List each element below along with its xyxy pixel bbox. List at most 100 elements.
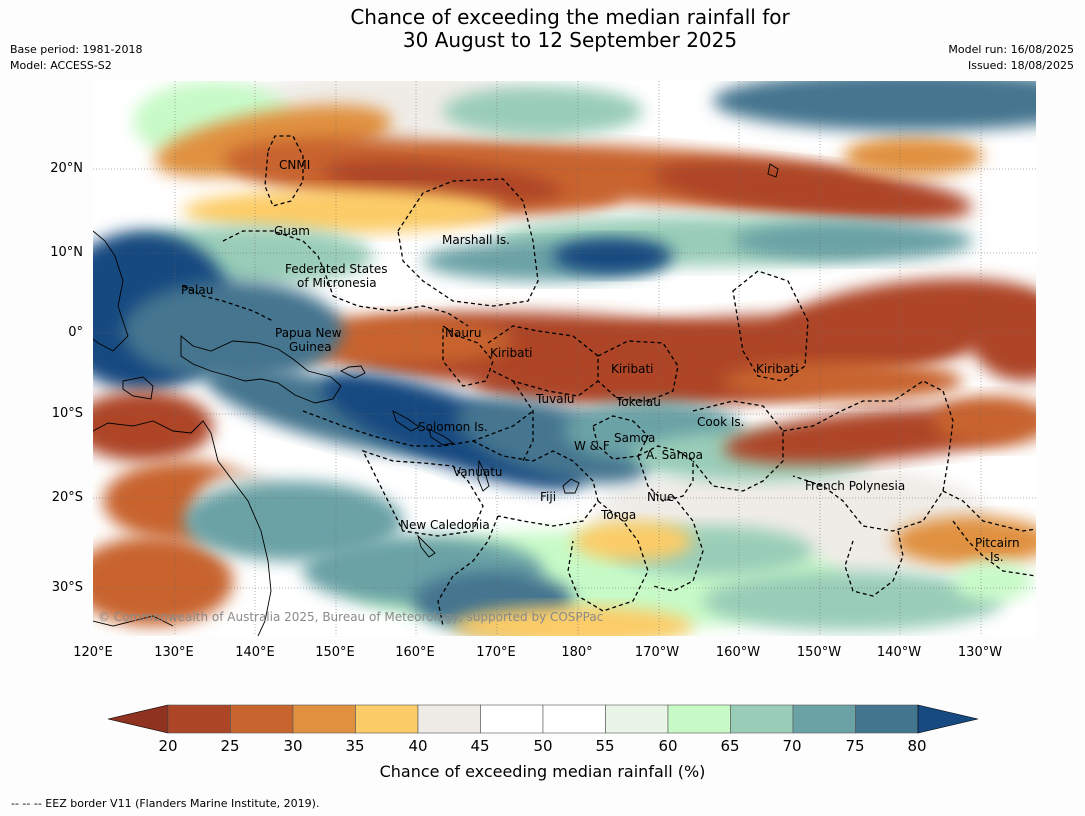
lat-tick-20n: 20°N: [50, 161, 83, 176]
map-graphic: [93, 81, 1036, 636]
colorbar-segment: [730, 704, 794, 734]
lon-tick-180: 180°: [561, 645, 593, 660]
place-wallis-futuna: W & F: [574, 439, 610, 453]
place-vanuatu: Vanuatu: [453, 465, 503, 479]
colorbar-segments: [107, 704, 979, 734]
lon-tick-130w: 130°W: [957, 645, 1003, 660]
colorbar-segment: [417, 704, 481, 734]
colorbar-tick-45: 45: [470, 737, 490, 755]
place-kiribati-central: Kiribati: [611, 362, 654, 376]
rainfall-field-patch: [733, 221, 973, 261]
title-line-2: 30 August to 12 September 2025: [402, 28, 738, 52]
colorbar-segment: [167, 704, 231, 734]
lat-tick-0: 0°: [68, 325, 83, 340]
place-tokelau: Tokelau: [616, 395, 661, 409]
rainfall-map: © Commonwealth of Australia 2025, Bureau…: [93, 81, 1036, 636]
lon-tick-160e: 160°E: [395, 645, 435, 660]
lat-tick-20s: 20°S: [51, 490, 83, 505]
place-french-polynesia: French Polynesia: [805, 479, 906, 493]
rainfall-field-patch: [93, 391, 213, 461]
lat-tick-10n: 10°N: [50, 245, 83, 260]
colorbar-tick-20: 20: [158, 737, 178, 755]
lon-tick-130e: 130°E: [154, 645, 194, 660]
place-tonga: Tonga: [601, 508, 637, 522]
rainfall-field-patch: [183, 481, 403, 561]
rainfall-field-patch: [953, 561, 1033, 601]
place-pitcairn-line2: Is.: [990, 550, 1004, 564]
colorbar-extend-low: [107, 704, 169, 734]
lon-tick-160w: 160°W: [715, 645, 761, 660]
eez-footnote: -- -- -- EEZ border V11 (Flanders Marine…: [11, 797, 320, 810]
place-fsm-line1: Federated States: [285, 262, 388, 276]
colorbar-tick-75: 75: [845, 737, 865, 755]
place-marshall-islands: Marshall Is.: [442, 233, 510, 247]
colorbar-tick-65: 65: [720, 737, 740, 755]
colorbar-tick-30: 30: [283, 737, 303, 755]
place-fsm-line2: of Micronesia: [297, 276, 377, 290]
colorbar-segment: [292, 704, 356, 734]
place-new-caledonia: New Caledonia: [400, 518, 490, 532]
colorbar-extend-high: [917, 704, 979, 734]
lat-tick-30s: 30°S: [51, 580, 83, 595]
place-pitcairn-line1: Pitcairn: [975, 536, 1020, 550]
place-cnmi: CNMI: [279, 158, 311, 172]
graticule: [93, 81, 1036, 636]
place-kiribati-west: Kiribati: [490, 346, 533, 360]
meta-right: Model run: 16/08/2025 Issued: 18/08/2025: [948, 42, 1074, 74]
place-solomon-islands: Solomon Is.: [418, 420, 488, 434]
colorbar-tick-60: 60: [658, 737, 678, 755]
lon-tick-140e: 140°E: [235, 645, 275, 660]
chart-title: Chance of exceeding the median rainfall …: [0, 6, 1085, 52]
lon-tick-170e: 170°E: [476, 645, 516, 660]
colorbar: [100, 700, 990, 750]
rainfall-field-patch: [843, 136, 983, 176]
place-guam: Guam: [274, 224, 310, 238]
place-samoa: Samoa: [614, 431, 656, 445]
rainfall-field-patch: [93, 536, 233, 626]
colorbar-graphic: [107, 704, 979, 734]
colorbar-tick-35: 35: [345, 737, 365, 755]
lat-tick-10s: 10°S: [51, 406, 83, 421]
place-cook-islands: Cook Is.: [697, 415, 745, 429]
eez-borders: [182, 135, 1036, 627]
rainfall-field-patch: [723, 361, 963, 401]
rainfall-field-patch: [553, 238, 673, 274]
colorbar-segment: [855, 704, 919, 734]
copyright-notice: © Commonwealth of Australia 2025, Bureau…: [98, 610, 604, 624]
issued-date: Issued: 18/08/2025: [967, 59, 1074, 72]
place-png-line2: Guinea: [289, 340, 332, 354]
coastlines: [93, 163, 779, 636]
place-american-samoa: A. Samoa: [646, 448, 703, 462]
place-nauru: Nauru: [445, 326, 482, 340]
rainfall-field-patch: [893, 516, 1036, 566]
place-png-line1: Papua New: [275, 326, 342, 340]
colorbar-segment: [480, 704, 544, 734]
colorbar-tick-40: 40: [408, 737, 428, 755]
colorbar-tick-50: 50: [533, 737, 553, 755]
rainfall-field-patch: [473, 356, 833, 406]
rainfall-field: [93, 81, 1036, 636]
colorbar-tick-80: 80: [907, 737, 927, 755]
lon-tick-120e: 120°E: [73, 645, 113, 660]
place-tuvalu: Tuvalu: [536, 392, 575, 406]
rainfall-field-patch: [703, 571, 1003, 631]
rainfall-field-patch: [453, 606, 693, 636]
colorbar-label: Chance of exceeding median rainfall (%): [379, 762, 706, 781]
colorbar-segment: [605, 704, 669, 734]
rainfall-field-patch: [443, 86, 643, 136]
rainfall-field-patch: [973, 301, 1036, 381]
model-run: Model run: 16/08/2025: [948, 43, 1074, 56]
place-fiji: Fiji: [540, 490, 557, 504]
rainfall-field-patch: [573, 521, 693, 561]
lon-tick-150e: 150°E: [315, 645, 355, 660]
colorbar-segment: [792, 704, 856, 734]
lon-tick-140w: 140°W: [876, 645, 922, 660]
lon-tick-170w: 170°W: [634, 645, 680, 660]
colorbar-tick-25: 25: [220, 737, 240, 755]
base-period: Base period: 1981-2018: [10, 43, 143, 56]
rainfall-field-patch: [653, 160, 973, 222]
colorbar-segment: [355, 704, 419, 734]
place-kiribati-east: Kiribati: [756, 362, 799, 376]
model-name: Model: ACCESS-S2: [10, 59, 112, 72]
meta-left: Base period: 1981-2018 Model: ACCESS-S2: [10, 42, 142, 74]
